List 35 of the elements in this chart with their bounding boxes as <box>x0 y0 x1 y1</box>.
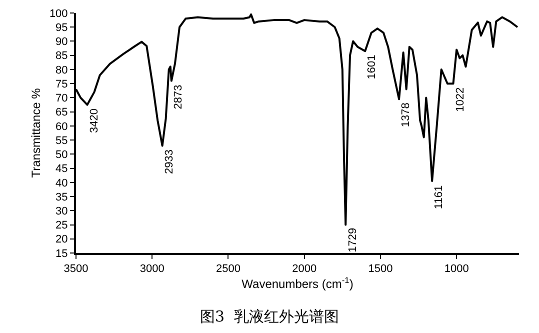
y-tick-label: 65 <box>56 106 68 119</box>
x-tick-label: 1000 <box>444 263 469 276</box>
y-tick-label: 70 <box>56 92 68 105</box>
annotation: 1601 <box>366 54 378 80</box>
y-tick-label: 75 <box>56 78 68 90</box>
y-tick-label: 85 <box>56 50 68 62</box>
annotation: 3420 <box>88 108 101 134</box>
annotation: 1729 <box>346 228 359 252</box>
y-tick-label: 25 <box>56 220 68 232</box>
y-axis-title: Transmittance % <box>29 88 44 178</box>
annotation: 1378 <box>400 102 412 128</box>
y-tick-label: 45 <box>56 163 68 176</box>
y-tick-label: 40 <box>56 177 68 190</box>
y-tick-label: 30 <box>56 206 68 218</box>
annotation: 1022 <box>454 87 467 112</box>
x-tick-label: 3500 <box>64 263 88 276</box>
x-tick-label: 1500 <box>368 263 393 276</box>
x-axis-title: Wavenumbers (cm$^{-1}$) <box>242 275 354 292</box>
y-tick-label: 80 <box>56 64 68 76</box>
y-tick-label: 55 <box>56 134 68 147</box>
y-tick-label: 60 <box>56 120 68 133</box>
annotation: 1161 <box>433 185 446 210</box>
x-tick-label: 2000 <box>292 263 317 276</box>
y-tick-label: 95 <box>56 22 68 34</box>
x-tick-label: 3000 <box>140 263 164 276</box>
annotation: 2873 <box>172 84 185 110</box>
y-tick-label: 35 <box>56 191 68 204</box>
annotation: 2933 <box>164 150 176 174</box>
text: 图3 乳液红外光谱图 <box>200 307 340 326</box>
y-tick-label: 15 <box>56 248 68 260</box>
x-tick-label: 2500 <box>216 263 240 276</box>
y-tick-label: 20 <box>56 234 68 246</box>
y-tick-label: 50 <box>56 149 68 162</box>
y-tick-label: 100 <box>49 8 68 20</box>
y-tick-label: 90 <box>56 36 68 48</box>
